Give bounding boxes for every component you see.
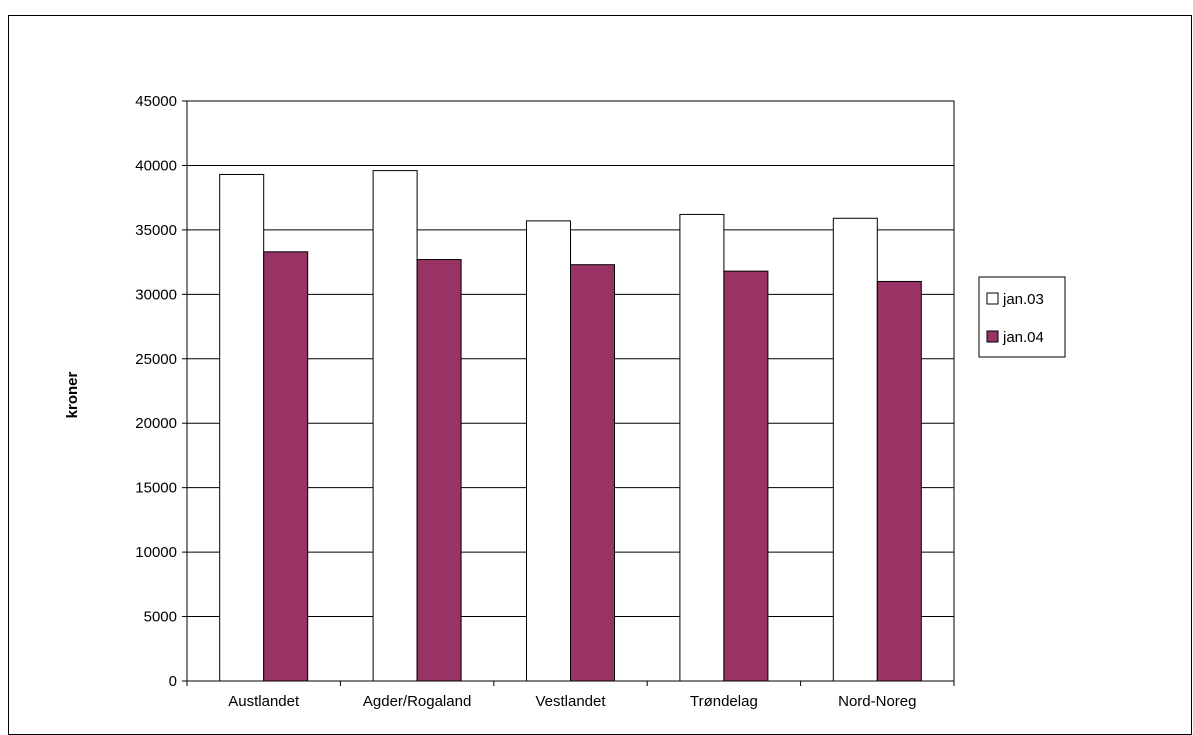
x-category-label: Trøndelag <box>690 693 758 710</box>
y-tick-label: 10000 <box>135 544 177 561</box>
bar <box>570 264 615 682</box>
axes <box>182 100 955 686</box>
legend: jan.03 jan.04 <box>978 276 1066 358</box>
x-category-label: Vestlandet <box>535 693 606 710</box>
x-category-label: Agder/Rogaland <box>363 693 471 710</box>
legend-swatch <box>986 292 999 305</box>
plot-area-border <box>186 100 955 682</box>
legend-label: jan.03 <box>1002 291 1044 308</box>
y-tick-labels: 0 5000 10000 15000 20000 25000 30000 35000 40000… <box>135 93 177 690</box>
y-tick-label: 15000 <box>135 480 177 497</box>
y-tick-label: 20000 <box>135 415 177 432</box>
y-tick-label: 30000 <box>135 286 177 303</box>
x-category-labels: Austlandet Agder/Rogaland Vestlandet Trønde… <box>228 693 916 710</box>
x-category-label: Nord-Noreg <box>838 693 916 710</box>
legend-box <box>978 276 1066 358</box>
y-tick-label: 35000 <box>135 222 177 239</box>
bar <box>723 270 769 682</box>
y-tick-label: 40000 <box>135 157 177 174</box>
bars <box>219 170 922 682</box>
legend-swatch <box>986 330 999 343</box>
legend-label: jan.04 <box>1002 329 1044 346</box>
bar <box>416 259 462 682</box>
bar <box>679 213 725 682</box>
bar <box>219 173 265 682</box>
bar <box>832 217 878 682</box>
y-tick-label: 5000 <box>144 609 177 626</box>
bar <box>372 170 418 682</box>
bar <box>876 280 922 682</box>
y-tick-label: 25000 <box>135 351 177 368</box>
y-tick-label: 0 <box>169 673 177 690</box>
bar <box>263 251 309 682</box>
bar <box>526 220 571 682</box>
x-category-label: Austlandet <box>228 693 300 710</box>
y-tick-label: 45000 <box>135 93 177 110</box>
y-axis-label: kroner <box>64 371 81 418</box>
